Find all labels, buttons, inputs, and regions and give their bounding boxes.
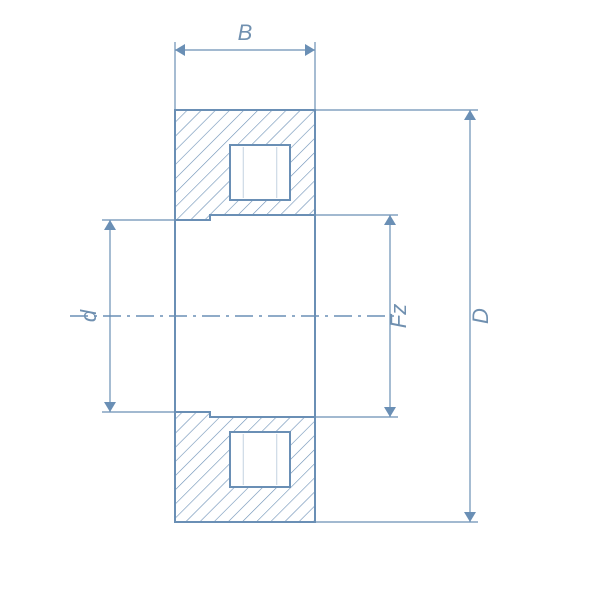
label-B: B: [238, 20, 253, 45]
roller-bottom: [230, 432, 290, 487]
label-d: d: [76, 309, 101, 322]
bearing-cross-section: Bd Fz D: [0, 0, 600, 600]
roller-top: [230, 145, 290, 200]
label-D: D: [468, 308, 493, 324]
label-Fz: Fz: [386, 304, 411, 328]
